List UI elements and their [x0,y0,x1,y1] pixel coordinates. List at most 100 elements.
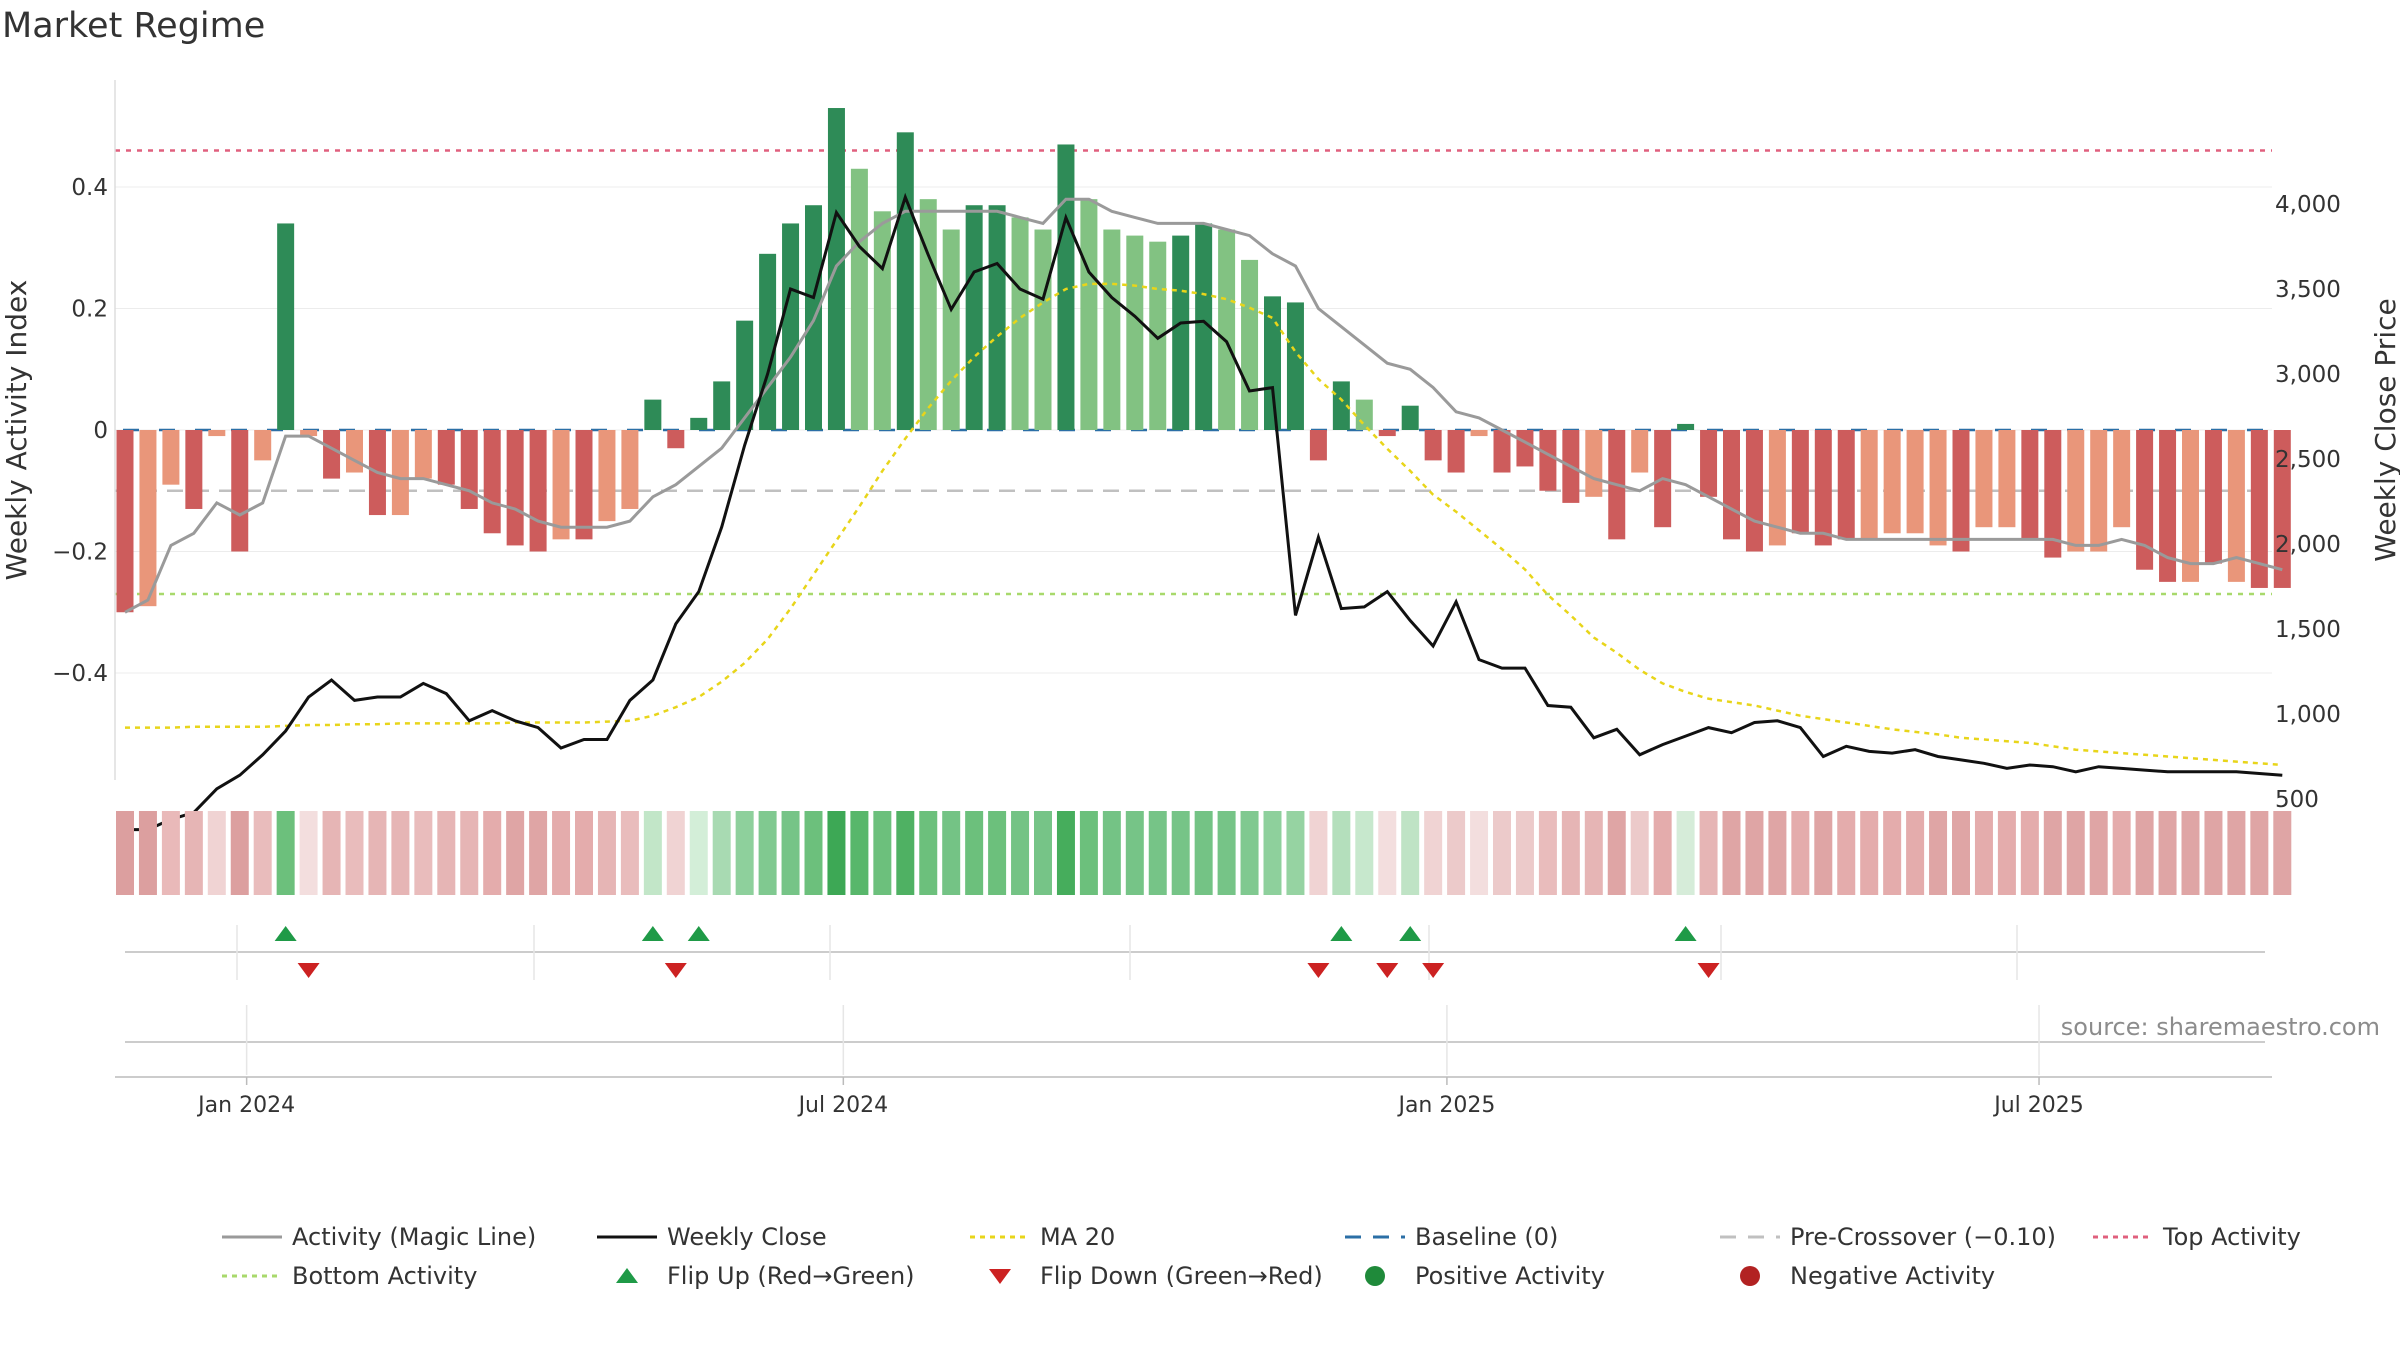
regime-strip-cell [1470,811,1489,895]
legend-flip-down-swatch [989,1269,1011,1284]
regime-strip-cell [597,811,616,895]
activity-bar [1309,430,1327,461]
legend-positive-activity-swatch [1365,1266,1385,1286]
regime-strip-cell [689,811,708,895]
regime-strip-cell [965,811,984,895]
activity-bar [1837,430,1855,540]
activity-bar [782,223,800,430]
x-tick-label: Jul 2024 [797,1093,889,1118]
flip-up-marker [1330,926,1353,941]
activity-bar [437,430,455,485]
activity-bar [759,253,777,430]
regime-strip-cell [138,811,157,895]
regime-strip-cell [1906,811,1925,895]
activity-bar [460,430,478,509]
regime-strip-cell [575,811,593,895]
activity-bar [2182,430,2199,582]
regime-strip-cell [2135,811,2154,895]
regime-strip-cell [506,811,525,895]
weekly-close-line [125,192,2283,832]
regime-strip-cell [116,811,134,895]
activity-bar [1241,259,1259,430]
activity-bar [713,381,731,430]
regime-strip-cell [368,811,387,895]
activity-bar [2136,430,2154,570]
regime-strip-cell [2204,811,2223,895]
page-title: Market Regime [2,6,266,46]
activity-bar [162,430,180,485]
regime-strip-cell [2227,811,2246,895]
regime-strip-cell [483,811,502,895]
x-axis: Jan 2024 Jul 2024 Jan 2025 Jul 2025 [115,1076,2272,1118]
regime-strip-cell [322,811,341,895]
activity-bar [2021,430,2039,540]
activity-bar [2113,430,2131,528]
activity-bar [552,430,570,540]
activity-bar [300,430,318,437]
regime-strip-cell [1997,811,2016,895]
regime-strip [116,811,2292,895]
regime-strip-cell [1102,811,1121,895]
legend-swatches [222,1235,2153,1286]
regime-strip-cell [253,811,272,895]
activity-bar [1218,229,1236,430]
activity-bar [1126,235,1144,430]
regime-strip-cell [1538,811,1557,895]
regime-strip-cell [643,811,662,895]
activity-bar [1860,430,1878,540]
activity-bar [1057,144,1075,430]
activity-bar [2159,430,2177,582]
activity-bar [1195,223,1213,430]
regime-strip-cell [345,811,364,895]
regime-strip-cell [299,811,318,895]
regime-strip-cell [161,811,180,895]
regime-strip-cell [1355,811,1374,895]
regime-strip-cell [460,811,479,895]
regime-strip-cell [758,811,777,895]
regime-strip-cell [1699,811,1718,895]
activity-bar [1011,217,1029,430]
regime-strip-cell [919,811,938,895]
regime-strip-cell [552,811,571,895]
activity-bar [850,168,868,430]
x-tick-label: Jan 2024 [196,1093,295,1118]
regime-strip-cell [942,811,961,895]
activity-bar [1172,235,1190,430]
activity-bar [231,430,249,552]
regime-strip-cell [1079,811,1098,895]
activity-bar [346,430,363,473]
flip-down-marker [664,963,687,978]
activity-bar [2090,430,2108,552]
activity-bar [1998,430,2016,528]
flip-up-marker [687,926,710,941]
x-tick-label: Jul 2025 [1992,1093,2084,1118]
regime-strip-cell [1263,811,1282,895]
y-right-tick-label: 2,500 [2275,447,2341,473]
regime-strip-cell [1653,811,1672,895]
activity-bar [1401,405,1419,430]
regime-strip-cell [1607,811,1626,895]
activity-bar [575,430,593,540]
regime-strip-cell [1194,811,1213,895]
activity-bar [1883,430,1901,534]
regime-strip-cell [827,811,846,895]
activity-bar [506,430,524,546]
activity-bar [621,430,639,509]
activity-bar [1264,296,1281,430]
y-right-tick-label: 2,000 [2275,532,2341,558]
activity-bar [896,132,914,430]
regime-strip-cell [1125,811,1144,895]
flip-up-marker [1674,926,1697,941]
activity-bar [2044,430,2062,558]
flip-up-marker [641,926,664,941]
activity-bar [1493,430,1511,473]
regime-strip-cell [896,811,915,895]
regime-strip-cell [1837,811,1856,895]
activity-bar [1814,430,1832,546]
y-left-tick-label: 0.2 [71,297,108,323]
activity-bar [2273,430,2291,588]
regime-strip-cell [1332,811,1351,895]
y-right-tick-label: 1,500 [2275,617,2341,643]
regime-strip-cell [1676,811,1695,895]
activity-bar [1723,430,1740,540]
